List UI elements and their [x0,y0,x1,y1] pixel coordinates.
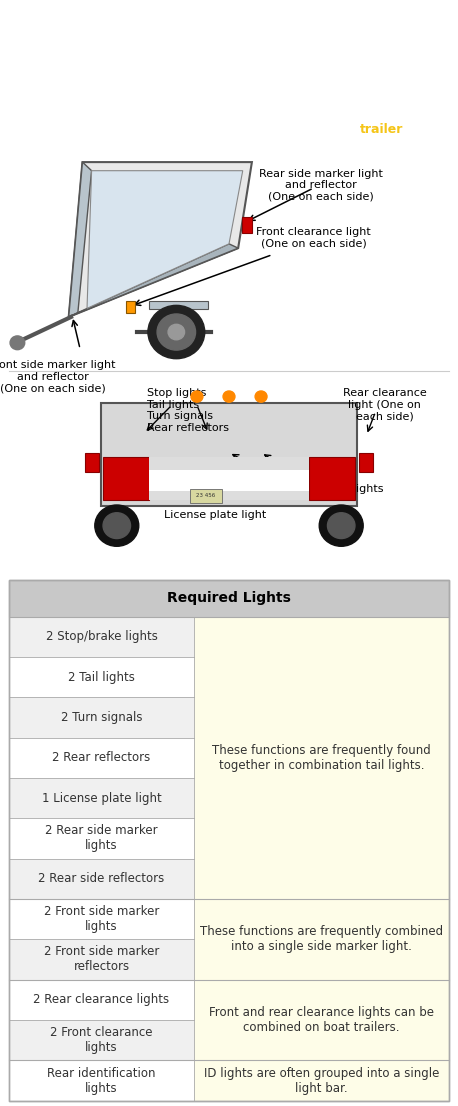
Bar [309,457,355,500]
Text: trailer: trailer [360,123,403,136]
Text: Rear side marker light
and reflector
(One on each side): Rear side marker light and reflector (On… [259,168,382,201]
Circle shape [255,392,267,403]
Bar [9,778,194,818]
Text: Stop lights
Tail lights
Turn signals
Rear reflectors: Stop lights Tail lights Turn signals Rea… [147,388,229,432]
Bar [190,489,222,503]
Bar [85,452,99,472]
Text: ID lights are often grouped into a single
light bar.: ID lights are often grouped into a singl… [204,1066,439,1095]
Text: LIGHT REQUIREMENTS: LIGHT REQUIREMENTS [116,95,342,113]
Circle shape [10,336,25,349]
Bar [9,697,194,738]
Polygon shape [69,163,252,317]
Text: e: e [348,123,357,136]
Text: 2 Stop/brake lights: 2 Stop/brake lights [45,630,158,644]
Bar [9,818,194,858]
Circle shape [103,513,131,539]
Bar [9,657,194,697]
Text: 2 Rear side marker
lights: 2 Rear side marker lights [45,824,158,853]
Bar [9,1020,194,1061]
Text: 2 Front side marker
reflectors: 2 Front side marker reflectors [44,946,159,973]
Bar [149,457,309,500]
Bar [9,1061,194,1100]
Polygon shape [87,170,243,309]
Text: Rear clearance
light (One on
each side): Rear clearance light (One on each side) [343,388,426,421]
Circle shape [191,392,203,403]
Text: 2 Turn signals: 2 Turn signals [61,711,142,724]
Bar [194,980,449,1061]
Text: 23 456: 23 456 [196,493,216,499]
Bar [9,939,194,980]
Text: Front clearance light
(One on each side): Front clearance light (One on each side) [256,227,371,248]
Circle shape [327,513,355,539]
Text: .com: .com [406,127,428,136]
Text: Rear identification
lights: Rear identification lights [47,1066,156,1095]
Text: 2 Rear clearance lights: 2 Rear clearance lights [33,993,169,1006]
Bar [9,858,194,899]
Text: These functions are frequently found
together in combination tail lights.: These functions are frequently found tog… [212,743,431,772]
Bar [242,217,252,233]
Text: License plate light: License plate light [164,510,267,520]
Circle shape [95,505,139,546]
Text: 2 Front side marker
lights: 2 Front side marker lights [44,905,159,933]
Polygon shape [149,301,208,310]
Text: 2 Tail lights: 2 Tail lights [68,670,135,684]
Circle shape [148,305,205,358]
Bar [149,470,309,491]
Polygon shape [69,163,92,317]
Bar [194,899,449,980]
Text: Trailer: Trailer [74,2,384,85]
Bar [9,616,194,657]
Bar [9,980,194,1020]
Text: 2 Rear side reflectors: 2 Rear side reflectors [38,873,164,885]
Text: Front side marker light
and reflector
(One on each side): Front side marker light and reflector (O… [0,361,116,394]
Circle shape [319,505,363,546]
Text: Identification lights: Identification lights [276,484,383,494]
Circle shape [168,324,185,340]
Text: 1 License plate light: 1 License plate light [42,792,161,804]
Bar [359,452,373,472]
Text: Required Lights: Required Lights [167,592,291,605]
Circle shape [157,314,196,351]
Bar [194,616,449,899]
Bar [194,1061,449,1100]
Bar [9,899,194,939]
Text: Front and rear clearance lights can be
combined on boat trailers.: Front and rear clearance lights can be c… [209,1006,434,1034]
Polygon shape [69,243,238,317]
Bar [103,457,149,500]
Text: These functions are frequently combined
into a single side marker light.: These functions are frequently combined … [200,926,443,953]
Circle shape [223,392,235,403]
Text: 2 Front clearance
lights: 2 Front clearance lights [50,1026,153,1054]
Bar [9,738,194,778]
Bar [126,302,135,313]
Text: 2 Rear reflectors: 2 Rear reflectors [52,751,151,764]
Bar [101,403,357,507]
Bar [9,581,449,616]
